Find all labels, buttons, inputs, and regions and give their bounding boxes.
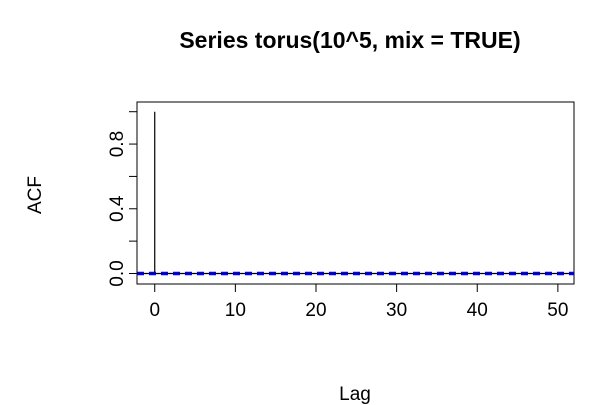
x-tick-label-20: 20 (305, 300, 326, 321)
x-tick-label-50: 50 (547, 300, 568, 321)
x-axis-label: Lag (339, 384, 371, 405)
x-tick-label-0: 0 (149, 300, 160, 321)
y-axis: 0.0 0.4 0.8 (107, 111, 138, 287)
chart-title: Series torus(10^5, mix = TRUE) (179, 27, 520, 53)
y-tick-label-0.0: 0.0 (107, 260, 128, 286)
y-tick-label-0.8: 0.8 (107, 131, 128, 157)
x-axis: 0 10 20 30 40 50 (149, 283, 568, 321)
x-tick-label-40: 40 (467, 300, 488, 321)
x-tick-label-10: 10 (225, 300, 246, 321)
confidence-bounds (137, 271, 574, 276)
plot-area-frame (136, 101, 575, 285)
x-tick-label-30: 30 (386, 300, 407, 321)
acf-bars (154, 111, 156, 274)
y-axis-label: ACF (25, 176, 46, 214)
y-tick-label-0.4: 0.4 (107, 195, 128, 222)
